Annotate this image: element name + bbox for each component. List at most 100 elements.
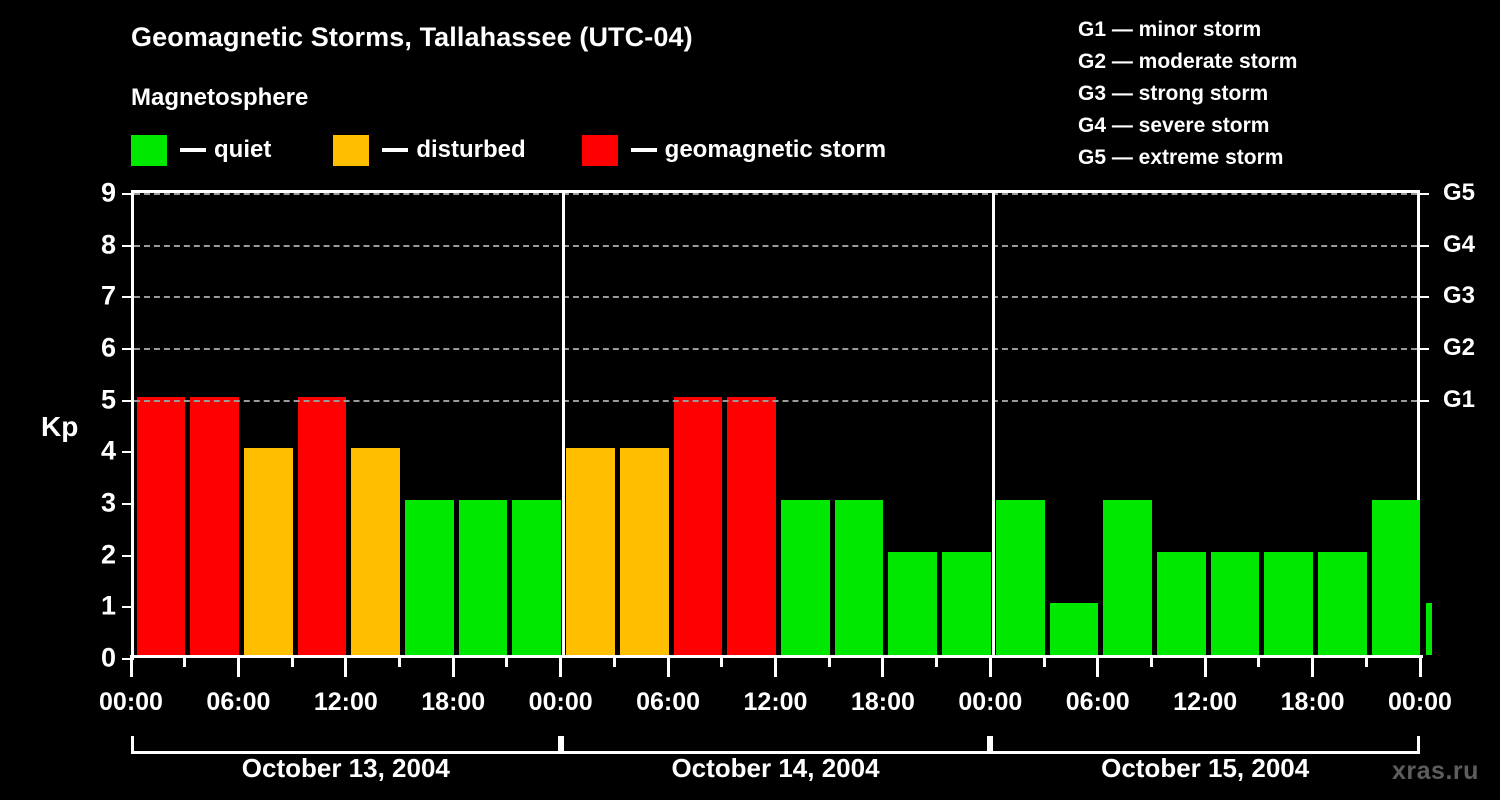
x-tick-label-4: 00:00: [528, 688, 593, 716]
legend-dash-icon: [630, 148, 657, 152]
gridline-kp-5: [134, 399, 1417, 402]
bar-quiet: [1156, 551, 1206, 655]
gridline-kp-6: [134, 348, 1417, 350]
x-tick-12: [774, 655, 777, 677]
bar-quiet: [834, 500, 884, 655]
day-label-1: October 13, 2004: [241, 753, 450, 783]
right-tick-label-G2: G2: [1443, 334, 1476, 361]
y-tick-label-3: 3: [100, 487, 116, 518]
x-tick-5: [398, 655, 402, 667]
bar-quiet: [458, 500, 508, 655]
watermark: xras.ru: [1392, 757, 1479, 785]
g-scale-row-g2: G2 — moderate storm: [1078, 50, 1298, 73]
g-scale-row-g3: G3 — strong storm: [1078, 82, 1269, 105]
day-label-3: October 15, 2004: [1101, 753, 1310, 783]
x-tick-17: [1042, 655, 1046, 667]
y-tick-label-1: 1: [100, 590, 116, 621]
right-tick-G3: [1417, 296, 1429, 299]
x-tick-label-6: 12:00: [743, 688, 808, 716]
x-tick-label-8: 00:00: [958, 688, 1023, 716]
bar-quiet: [1425, 603, 1432, 655]
y-tick-3: [122, 503, 134, 505]
right-tick-label-G4: G4: [1443, 230, 1476, 258]
day-bracket-1: [131, 736, 561, 754]
x-tick-label-12: 00:00: [1388, 688, 1452, 716]
bar-quiet: [781, 500, 830, 655]
bar-storm: [136, 396, 186, 655]
x-tick-label-11: 18:00: [1280, 688, 1345, 716]
y-tick-label-2: 2: [100, 539, 116, 570]
chart-subtitle: Magnetosphere: [131, 84, 309, 111]
x-tick-8: [559, 655, 563, 677]
legend-dash-icon: [180, 148, 206, 152]
page-title: Geomagnetic Storms, Tallahassee (UTC-04): [131, 22, 693, 52]
y-tick-label-6: 6: [100, 332, 116, 363]
g-scale-legend: G1 — minor storm G2 — moderate storm G3 …: [1078, 14, 1297, 174]
x-tick-21: [1257, 655, 1261, 667]
bar-storm: [297, 396, 347, 655]
x-tick-7: [505, 655, 509, 667]
y-tick-7: [122, 296, 134, 299]
x-tick-20: [1203, 655, 1207, 677]
y-tick-9: [122, 193, 134, 195]
y-tick-0: [122, 658, 134, 660]
legend-item-storm: geomagnetic storm: [581, 134, 887, 166]
right-tick-G5: [1417, 193, 1429, 195]
bar-series: [134, 193, 1432, 655]
g-scale-row-g5: G5 — extreme storm: [1078, 146, 1284, 169]
bar-disturbed: [619, 448, 669, 655]
x-tick-24: [1418, 655, 1422, 677]
day-bracket-3: [990, 736, 1420, 754]
x-tick-11: [720, 655, 724, 667]
y-axis-title: Kp: [41, 411, 79, 442]
bar-quiet: [942, 551, 991, 655]
bar-quiet: [1049, 603, 1099, 655]
x-tick-label-0: 00:00: [99, 688, 163, 716]
x-tick-14: [881, 655, 885, 677]
y-tick-5: [122, 399, 134, 402]
x-tick-label-7: 18:00: [850, 688, 915, 716]
x-tick-2: [236, 655, 240, 677]
legend-swatch-storm: [581, 134, 618, 166]
gridline-kp-9: [134, 193, 1417, 195]
day-bracket-2: [560, 736, 991, 754]
x-tick-label-9: 06:00: [1065, 688, 1130, 716]
day-label-2: October 14, 2004: [671, 753, 880, 783]
x-tick-9: [612, 655, 616, 667]
y-tick-label-7: 7: [100, 280, 116, 311]
x-tick-label-1: 06:00: [206, 688, 271, 716]
y-tick-label-9: 9: [100, 177, 116, 208]
gridline-kp-8: [134, 244, 1417, 247]
bar-quiet: [1103, 500, 1152, 655]
y-tick-6: [122, 348, 134, 350]
bar-quiet: [1264, 551, 1314, 655]
x-tick-13: [827, 655, 831, 667]
bar-quiet: [888, 551, 938, 655]
x-tick-4: [344, 655, 348, 677]
bar-quiet: [995, 500, 1045, 655]
bar-disturbed: [351, 448, 401, 655]
y-tick-label-4: 4: [100, 435, 116, 466]
x-tick-label-5: 06:00: [636, 688, 701, 716]
legend-label-storm: geomagnetic storm: [664, 136, 887, 163]
y-tick-label-0: 0: [100, 642, 116, 673]
x-tick-19: [1149, 655, 1153, 667]
g-scale-row-g1: G1 — minor storm: [1078, 18, 1262, 41]
legend-label-quiet: quiet: [214, 136, 272, 163]
x-tick-15: [935, 655, 939, 667]
right-tick-label-G3: G3: [1443, 282, 1476, 310]
bar-disturbed: [566, 448, 615, 655]
x-tick-label-2: 12:00: [313, 688, 378, 716]
legend-item-disturbed: disturbed: [333, 134, 526, 166]
x-tick-23: [1364, 655, 1368, 667]
g-scale-row-g4: G4 — severe storm: [1078, 114, 1270, 137]
bar-quiet: [405, 500, 454, 655]
x-tick-6: [451, 655, 455, 677]
y-tick-label-5: 5: [100, 384, 116, 415]
bar-quiet: [512, 500, 562, 655]
plot-area: 0 1 2 3 4 5 6 7 8 9 G1 G2 G3 G4 G5: [101, 179, 1475, 671]
legend-dash-icon: [382, 148, 409, 152]
x-tick-22: [1311, 655, 1315, 677]
bar-storm: [673, 396, 723, 655]
